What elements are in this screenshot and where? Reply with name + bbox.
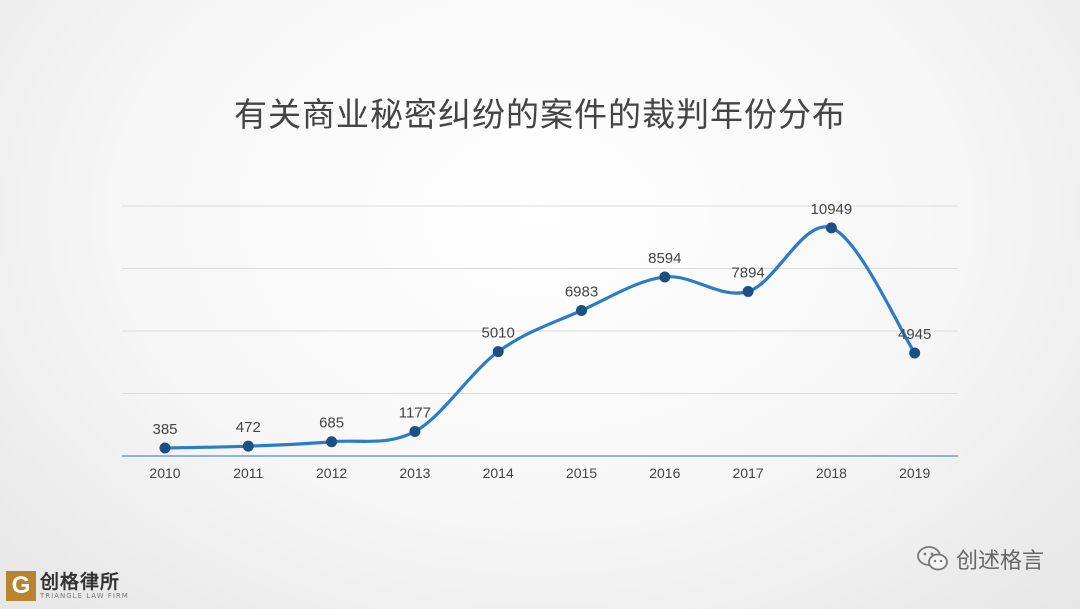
brand-mark-icon: G [6, 571, 36, 601]
data-label: 385 [152, 421, 177, 438]
data-label: 4945 [898, 326, 931, 343]
watermark: 创述格言 [916, 543, 1044, 575]
data-point [576, 305, 587, 317]
x-tick-label: 2018 [816, 465, 847, 481]
data-point [242, 440, 254, 452]
wechat-icon [917, 546, 948, 571]
data-point [159, 442, 171, 454]
data-point [326, 436, 338, 448]
chart-title: 有关商业秘密纠纷的案件的裁判年份分布 [234, 95, 846, 134]
data-label: 472 [236, 419, 261, 436]
x-tick-label: 2019 [899, 465, 930, 481]
brand-logo: G 创格律所 TRIANGLE LAW FIRM [6, 571, 129, 601]
series-line [163, 225, 917, 450]
data-label: 8594 [648, 250, 681, 267]
x-tick-label: 2016 [649, 465, 680, 481]
data-point [409, 425, 421, 437]
data-label: 1177 [399, 404, 431, 421]
x-tick-label: 2011 [233, 465, 263, 481]
data-label: 7894 [731, 265, 764, 282]
brand-subtitle: TRIANGLE LAW FIRM [40, 591, 129, 600]
x-tick-label: 2013 [399, 465, 430, 481]
data-point [659, 271, 671, 283]
data-point [909, 347, 921, 359]
data-label: 6983 [565, 284, 598, 301]
data-label: 5010 [482, 325, 515, 342]
x-tick-label: 2017 [733, 465, 764, 481]
watermark-text: 创述格言 [955, 549, 1044, 574]
x-tick-label: 2012 [316, 465, 347, 481]
data-label: 10949 [811, 201, 853, 218]
x-tick-label: 2015 [566, 465, 597, 481]
x-tick-label: 2010 [149, 465, 180, 481]
data-point [742, 286, 754, 298]
x-tick-label: 2014 [483, 465, 514, 481]
brand-name: 创格律所 [40, 570, 121, 593]
data-point [825, 222, 837, 234]
data-label: 685 [319, 415, 344, 432]
data-point [492, 346, 504, 358]
